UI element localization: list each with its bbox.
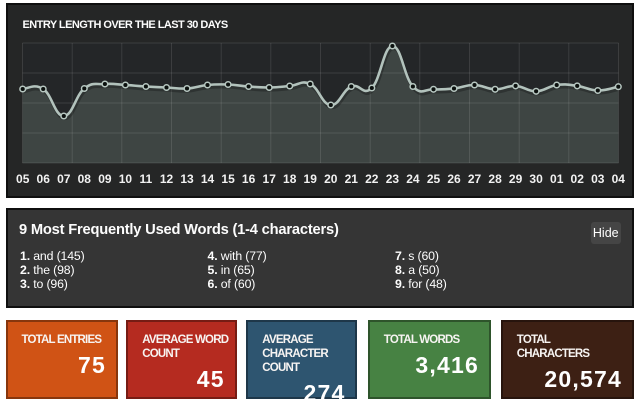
- svg-text:10: 10: [119, 172, 133, 186]
- svg-text:09: 09: [98, 172, 112, 186]
- svg-text:29: 29: [509, 172, 523, 186]
- svg-text:06: 06: [37, 172, 51, 186]
- svg-text:01: 01: [550, 172, 564, 186]
- svg-text:04: 04: [612, 172, 626, 186]
- svg-text:14: 14: [201, 172, 215, 186]
- svg-text:21: 21: [345, 172, 359, 186]
- svg-text:02: 02: [571, 172, 585, 186]
- svg-text:22: 22: [365, 172, 379, 186]
- svg-text:27: 27: [468, 172, 482, 186]
- svg-text:19: 19: [304, 172, 318, 186]
- svg-text:28: 28: [488, 172, 502, 186]
- svg-text:13: 13: [180, 172, 194, 186]
- svg-text:20: 20: [324, 172, 338, 186]
- svg-text:23: 23: [386, 172, 400, 186]
- svg-text:30: 30: [529, 172, 543, 186]
- svg-text:24: 24: [406, 172, 420, 186]
- svg-text:25: 25: [427, 172, 441, 186]
- svg-text:05: 05: [16, 172, 30, 186]
- svg-text:15: 15: [221, 172, 235, 186]
- svg-text:16: 16: [242, 172, 256, 186]
- svg-text:11: 11: [140, 172, 153, 186]
- svg-text:18: 18: [283, 172, 297, 186]
- svg-text:08: 08: [78, 172, 92, 186]
- svg-text:12: 12: [160, 172, 174, 186]
- svg-text:07: 07: [57, 172, 71, 186]
- svg-text:26: 26: [447, 172, 461, 186]
- svg-text:03: 03: [591, 172, 605, 186]
- svg-text:17: 17: [263, 172, 277, 186]
